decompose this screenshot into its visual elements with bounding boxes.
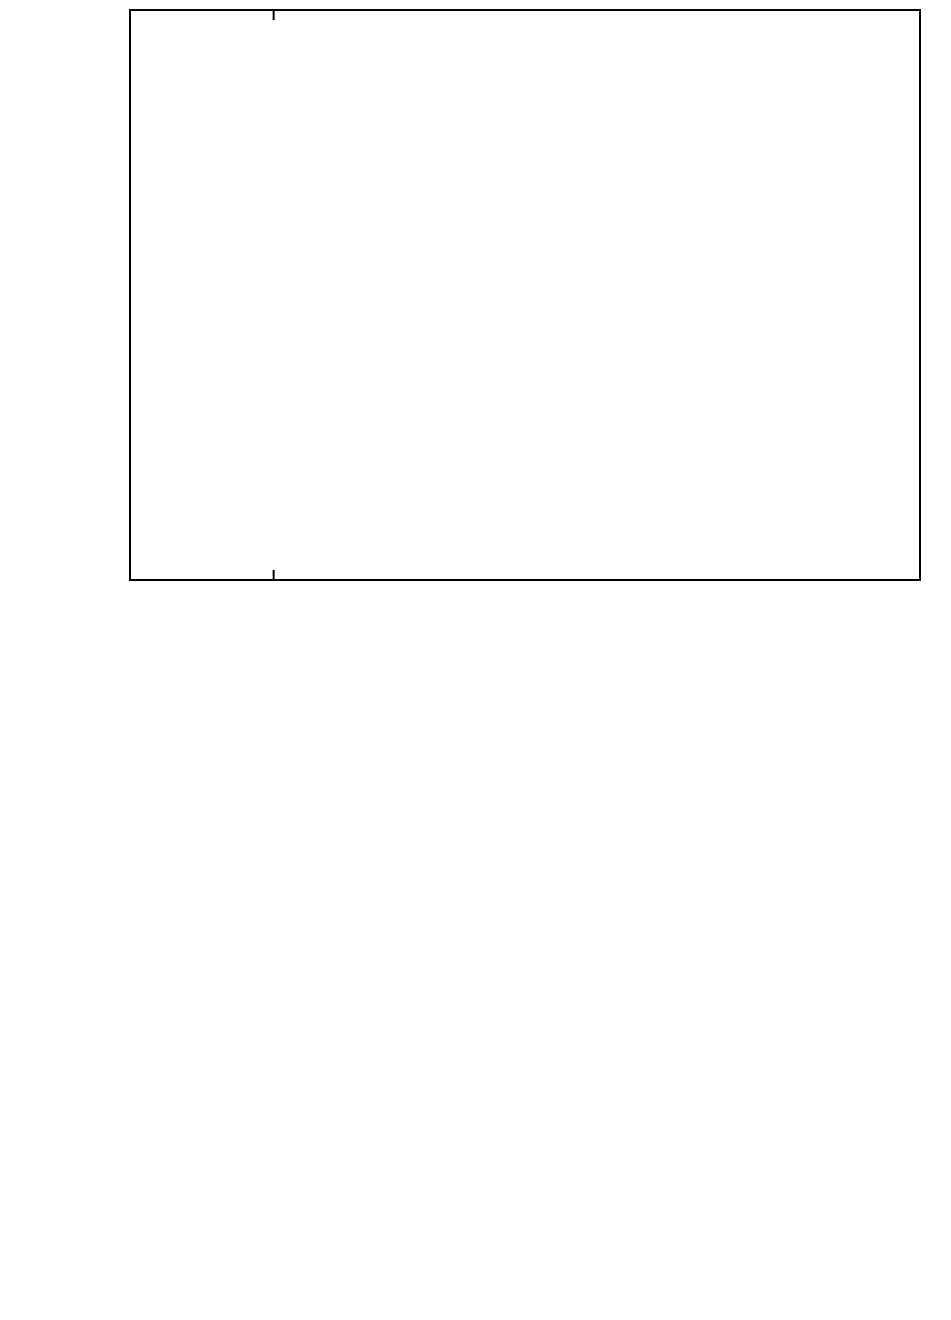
electrochemistry-figure: [0, 0, 951, 1320]
figure-svg: [0, 0, 951, 1320]
